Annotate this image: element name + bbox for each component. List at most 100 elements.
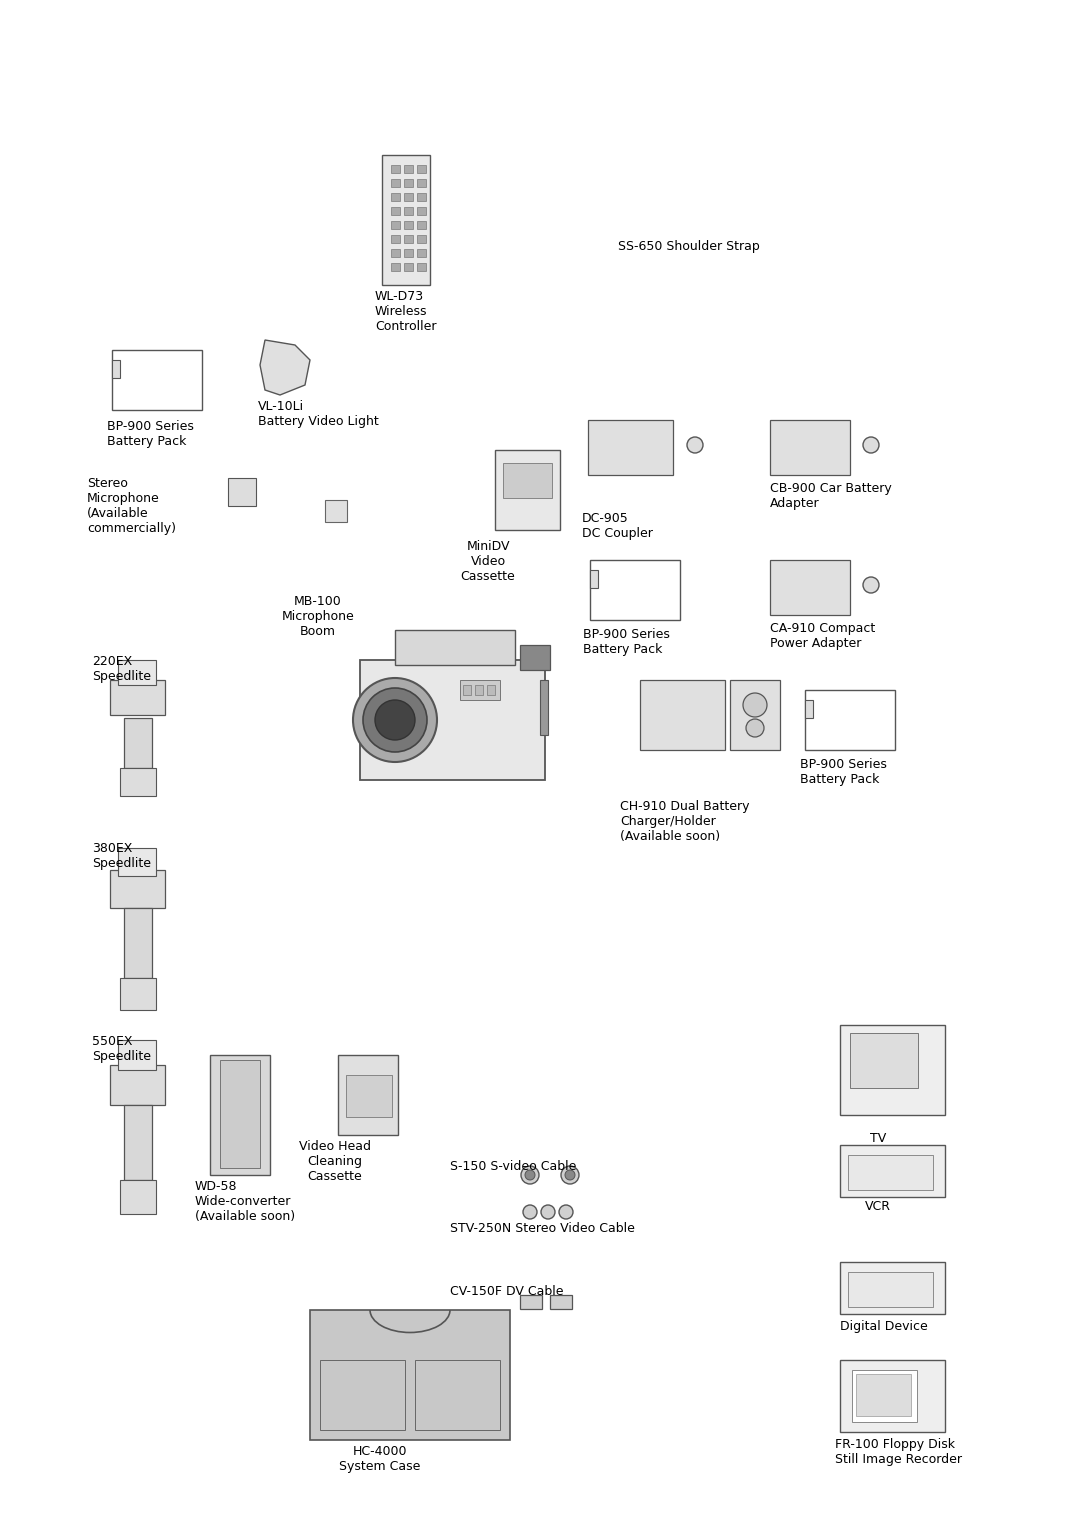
Bar xyxy=(588,420,673,475)
Bar xyxy=(68,56,1042,113)
Bar xyxy=(110,870,165,908)
Bar xyxy=(475,685,483,694)
Bar xyxy=(417,179,426,188)
Text: TV: TV xyxy=(869,1132,886,1144)
Bar xyxy=(395,630,515,665)
Circle shape xyxy=(565,1170,575,1180)
Bar xyxy=(417,208,426,215)
Bar xyxy=(417,192,426,201)
Bar xyxy=(404,221,413,229)
Text: CV-150F DV Cable: CV-150F DV Cable xyxy=(450,1285,564,1299)
Bar xyxy=(540,681,548,736)
Bar xyxy=(463,685,471,694)
Circle shape xyxy=(523,1206,537,1219)
Text: BP-900 Series
Battery Pack: BP-900 Series Battery Pack xyxy=(583,629,670,656)
Bar xyxy=(320,1360,405,1430)
Bar xyxy=(120,978,156,1010)
Bar xyxy=(12,140,60,200)
Bar xyxy=(840,1360,945,1431)
Text: Quick Overview: Quick Overview xyxy=(12,708,25,812)
Polygon shape xyxy=(260,340,310,395)
Bar xyxy=(404,249,413,256)
Bar xyxy=(0,752,62,766)
Bar xyxy=(391,192,400,201)
Bar xyxy=(417,249,426,256)
Bar xyxy=(417,262,426,272)
Text: E: E xyxy=(28,160,43,180)
Bar xyxy=(840,1262,945,1314)
Bar xyxy=(850,1033,918,1088)
Bar xyxy=(338,1054,399,1135)
Bar xyxy=(360,661,545,780)
Bar xyxy=(0,729,62,745)
Text: 380EX
Speedlite: 380EX Speedlite xyxy=(92,842,151,870)
Bar xyxy=(391,262,400,272)
Circle shape xyxy=(521,1166,539,1184)
Bar xyxy=(590,560,680,620)
Circle shape xyxy=(687,436,703,453)
Bar xyxy=(404,179,413,188)
Bar xyxy=(391,208,400,215)
Bar xyxy=(346,1074,392,1117)
Text: STV-250N Stereo Video Cable: STV-250N Stereo Video Cable xyxy=(450,1222,635,1235)
Circle shape xyxy=(541,1206,555,1219)
Bar xyxy=(310,1309,510,1441)
Bar xyxy=(856,1373,912,1416)
Bar xyxy=(519,645,550,670)
Text: CA-910 Compact
Power Adapter: CA-910 Compact Power Adapter xyxy=(770,623,875,650)
Bar xyxy=(404,165,413,172)
Circle shape xyxy=(353,678,437,761)
Text: Video Head
Cleaning
Cassette: Video Head Cleaning Cassette xyxy=(299,1140,372,1183)
Bar xyxy=(391,221,400,229)
Bar xyxy=(848,1273,933,1306)
Bar xyxy=(112,349,202,410)
Text: VCR: VCR xyxy=(865,1199,891,1213)
Bar xyxy=(550,1296,572,1309)
Text: FR-100 Floppy Disk
Still Image Recorder: FR-100 Floppy Disk Still Image Recorder xyxy=(835,1437,962,1466)
Text: S-150 S-video Cable: S-150 S-video Cable xyxy=(450,1160,577,1173)
Bar xyxy=(805,690,895,749)
Bar xyxy=(417,221,426,229)
Text: HC-4000
System Case: HC-4000 System Case xyxy=(339,1445,421,1473)
Circle shape xyxy=(863,436,879,453)
Text: Stereo
Microphone
(Available
commercially): Stereo Microphone (Available commerciall… xyxy=(87,478,176,536)
Bar xyxy=(110,681,165,716)
Text: WL-D73
Wireless
Controller: WL-D73 Wireless Controller xyxy=(375,290,436,333)
Text: 220EX
Speedlite: 220EX Speedlite xyxy=(92,655,151,684)
Text: Digital Device: Digital Device xyxy=(840,1320,928,1334)
Text: MB-100
Microphone
Boom: MB-100 Microphone Boom xyxy=(282,595,354,638)
Bar xyxy=(770,560,850,615)
Text: CB-900 Car Battery
Adapter: CB-900 Car Battery Adapter xyxy=(770,482,892,510)
Text: MiniDV
Video
Cassette: MiniDV Video Cassette xyxy=(461,540,515,583)
Bar xyxy=(840,1144,945,1196)
Circle shape xyxy=(375,700,415,740)
Bar xyxy=(210,1054,270,1175)
Bar xyxy=(460,681,500,700)
Bar xyxy=(110,1065,165,1105)
Bar xyxy=(848,1155,933,1190)
Bar xyxy=(417,165,426,172)
Bar xyxy=(285,490,440,620)
Bar xyxy=(0,1470,1080,1526)
Bar xyxy=(590,571,598,588)
Bar xyxy=(124,908,152,978)
Bar xyxy=(503,462,552,497)
Bar xyxy=(120,768,156,797)
Bar xyxy=(495,450,561,530)
Circle shape xyxy=(561,1166,579,1184)
Circle shape xyxy=(746,719,764,737)
Bar xyxy=(730,681,780,749)
Bar xyxy=(391,179,400,188)
Bar xyxy=(417,235,426,243)
Text: 550EX
Speedlite: 550EX Speedlite xyxy=(92,1035,151,1064)
Bar xyxy=(805,700,813,719)
Text: The GL1 System Diagram (Availability differs from area to area): The GL1 System Diagram (Availability dif… xyxy=(87,75,864,95)
Bar xyxy=(391,165,400,172)
Circle shape xyxy=(363,688,427,752)
Bar xyxy=(228,478,256,507)
Bar xyxy=(118,661,156,685)
Text: SS-650 Shoulder Strap: SS-650 Shoulder Strap xyxy=(618,240,759,253)
Text: BP-900 Series
Battery Pack: BP-900 Series Battery Pack xyxy=(800,758,887,786)
Bar xyxy=(124,719,152,768)
Bar xyxy=(220,1061,260,1167)
